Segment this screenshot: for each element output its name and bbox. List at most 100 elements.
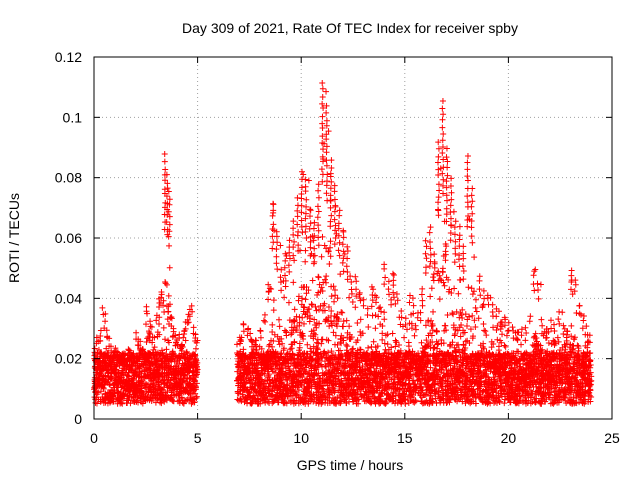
- data-point: [264, 398, 271, 405]
- data-point: [435, 212, 442, 219]
- data-point: [298, 301, 305, 308]
- data-point: [109, 386, 116, 393]
- data-point: [327, 238, 334, 245]
- data-point: [292, 388, 299, 395]
- data-point: [248, 361, 255, 368]
- data-point: [319, 94, 326, 101]
- data-point: [186, 313, 193, 320]
- data-point: [472, 296, 479, 303]
- data-point: [265, 357, 272, 364]
- data-point: [278, 335, 285, 342]
- data-point: [294, 323, 301, 330]
- data-point: [97, 332, 104, 339]
- data-point: [430, 308, 437, 315]
- data-point: [277, 386, 284, 393]
- data-point: [251, 381, 258, 388]
- data-point: [151, 344, 158, 351]
- data-point: [302, 247, 309, 254]
- data-point: [442, 322, 449, 329]
- data-point: [294, 221, 301, 228]
- data-point: [294, 213, 301, 220]
- data-point: [162, 392, 169, 399]
- data-point: [291, 371, 298, 378]
- data-point: [288, 331, 295, 338]
- data-point: [300, 333, 307, 340]
- data-point: [353, 278, 360, 285]
- chart-title: Day 309 of 2021, Rate Of TEC Index for r…: [182, 20, 518, 36]
- data-point: [339, 259, 346, 266]
- data-point: [97, 337, 104, 344]
- data-point: [128, 365, 135, 372]
- data-point: [277, 242, 284, 249]
- data-point: [375, 313, 382, 320]
- data-point: [325, 248, 332, 255]
- data-point: [328, 293, 335, 300]
- data-point: [331, 182, 338, 189]
- data-point: [390, 282, 397, 289]
- data-point: [398, 307, 405, 314]
- data-point: [165, 308, 172, 315]
- data-point: [156, 331, 163, 338]
- data-point: [290, 244, 297, 251]
- data-point: [435, 206, 442, 213]
- data-point: [253, 337, 260, 344]
- data-point: [298, 223, 305, 230]
- data-point: [311, 245, 318, 252]
- data-point: [323, 149, 330, 156]
- data-point: [135, 342, 142, 349]
- data-point: [166, 196, 173, 203]
- data-point: [295, 387, 302, 394]
- data-point: [336, 252, 343, 259]
- data-point: [300, 320, 307, 327]
- data-point: [471, 254, 478, 261]
- data-point: [315, 208, 322, 215]
- data-point: [392, 343, 399, 350]
- data-point: [319, 80, 326, 87]
- data-point: [156, 314, 163, 321]
- data-point: [440, 130, 447, 137]
- data-point: [406, 292, 413, 299]
- data-point: [165, 233, 172, 240]
- data-point: [436, 187, 443, 194]
- data-point: [384, 341, 391, 348]
- data-point: [326, 260, 333, 267]
- data-point: [295, 293, 302, 300]
- data-point: [286, 365, 293, 372]
- data-point: [299, 295, 306, 302]
- data-point: [426, 239, 433, 246]
- data-point: [269, 400, 276, 407]
- data-point: [482, 328, 489, 335]
- data-point: [139, 400, 146, 407]
- data-point: [278, 266, 285, 273]
- data-point: [274, 362, 281, 369]
- data-point: [302, 228, 309, 235]
- data-point: [315, 274, 322, 281]
- data-point: [382, 274, 389, 281]
- data-point: [300, 171, 307, 178]
- data-point: [448, 175, 455, 182]
- data-point: [241, 385, 248, 392]
- data-point: [305, 306, 312, 313]
- data-point: [422, 250, 429, 257]
- data-point: [162, 280, 169, 287]
- data-point: [331, 196, 338, 203]
- data-point: [278, 287, 285, 294]
- data-point: [274, 399, 281, 406]
- data-point: [240, 328, 247, 335]
- data-point: [303, 350, 310, 357]
- data-point: [192, 374, 199, 381]
- data-point: [283, 376, 290, 383]
- data-point: [282, 250, 289, 257]
- grid-lines: [94, 57, 612, 419]
- data-point: [417, 317, 424, 324]
- data-point: [179, 343, 186, 350]
- data-point: [168, 314, 175, 321]
- data-point: [302, 188, 309, 195]
- data-point: [102, 310, 109, 317]
- data-point: [472, 304, 479, 311]
- data-point: [435, 194, 442, 201]
- data-point: [282, 272, 289, 279]
- data-point: [447, 202, 454, 209]
- data-point: [414, 314, 421, 321]
- data-point: [379, 336, 386, 343]
